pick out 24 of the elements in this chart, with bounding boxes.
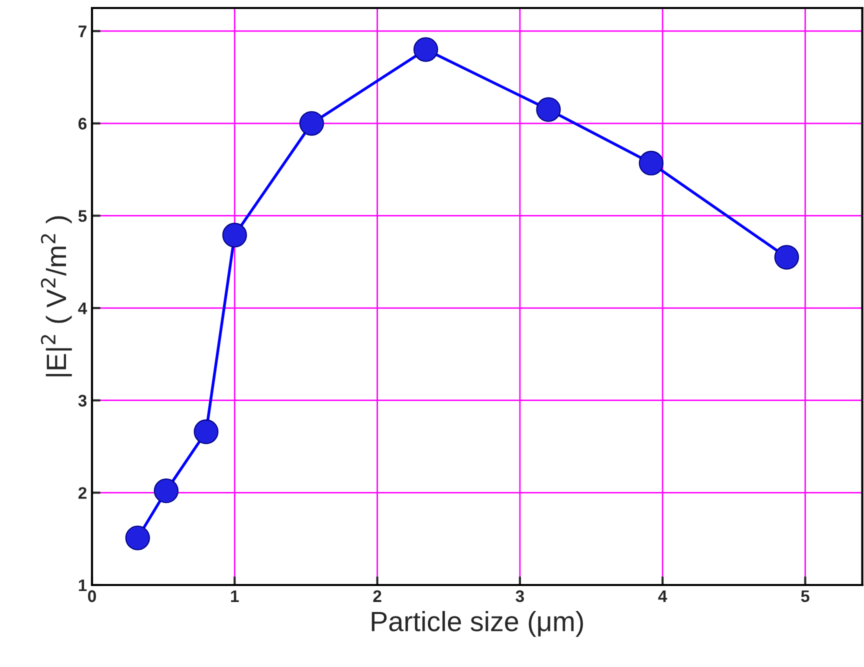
x-tick-label: 5 <box>801 590 810 602</box>
x-tick-label: 3 <box>516 590 524 602</box>
x-tick-label: 4 <box>658 590 668 602</box>
y-tick-label: 7 <box>78 26 86 38</box>
y-tick-label: 4 <box>78 302 88 314</box>
point <box>536 97 561 122</box>
point <box>222 222 247 248</box>
point <box>413 37 438 62</box>
point <box>638 150 664 176</box>
point <box>154 478 178 504</box>
y-tick-label: 3 <box>78 394 87 407</box>
y-axis-title: |E|$^{2}$ ( V$^{2}$/m$^{2}$ ) <box>40 216 72 376</box>
y-tick-label: 2 <box>78 487 86 499</box>
x-tick-label: 1 <box>231 590 239 602</box>
y-tick-label: 1 <box>78 580 87 592</box>
x-tick-label: 2 <box>373 590 382 602</box>
point <box>774 244 799 270</box>
point <box>125 526 150 550</box>
point <box>299 111 324 136</box>
y-tick-label: 6 <box>78 118 87 130</box>
x-axis-title: Particle size (μm) <box>372 610 583 637</box>
point <box>194 419 218 444</box>
x-tick-label: 0 <box>88 590 96 602</box>
y-tick-label: 5 <box>78 210 87 222</box>
